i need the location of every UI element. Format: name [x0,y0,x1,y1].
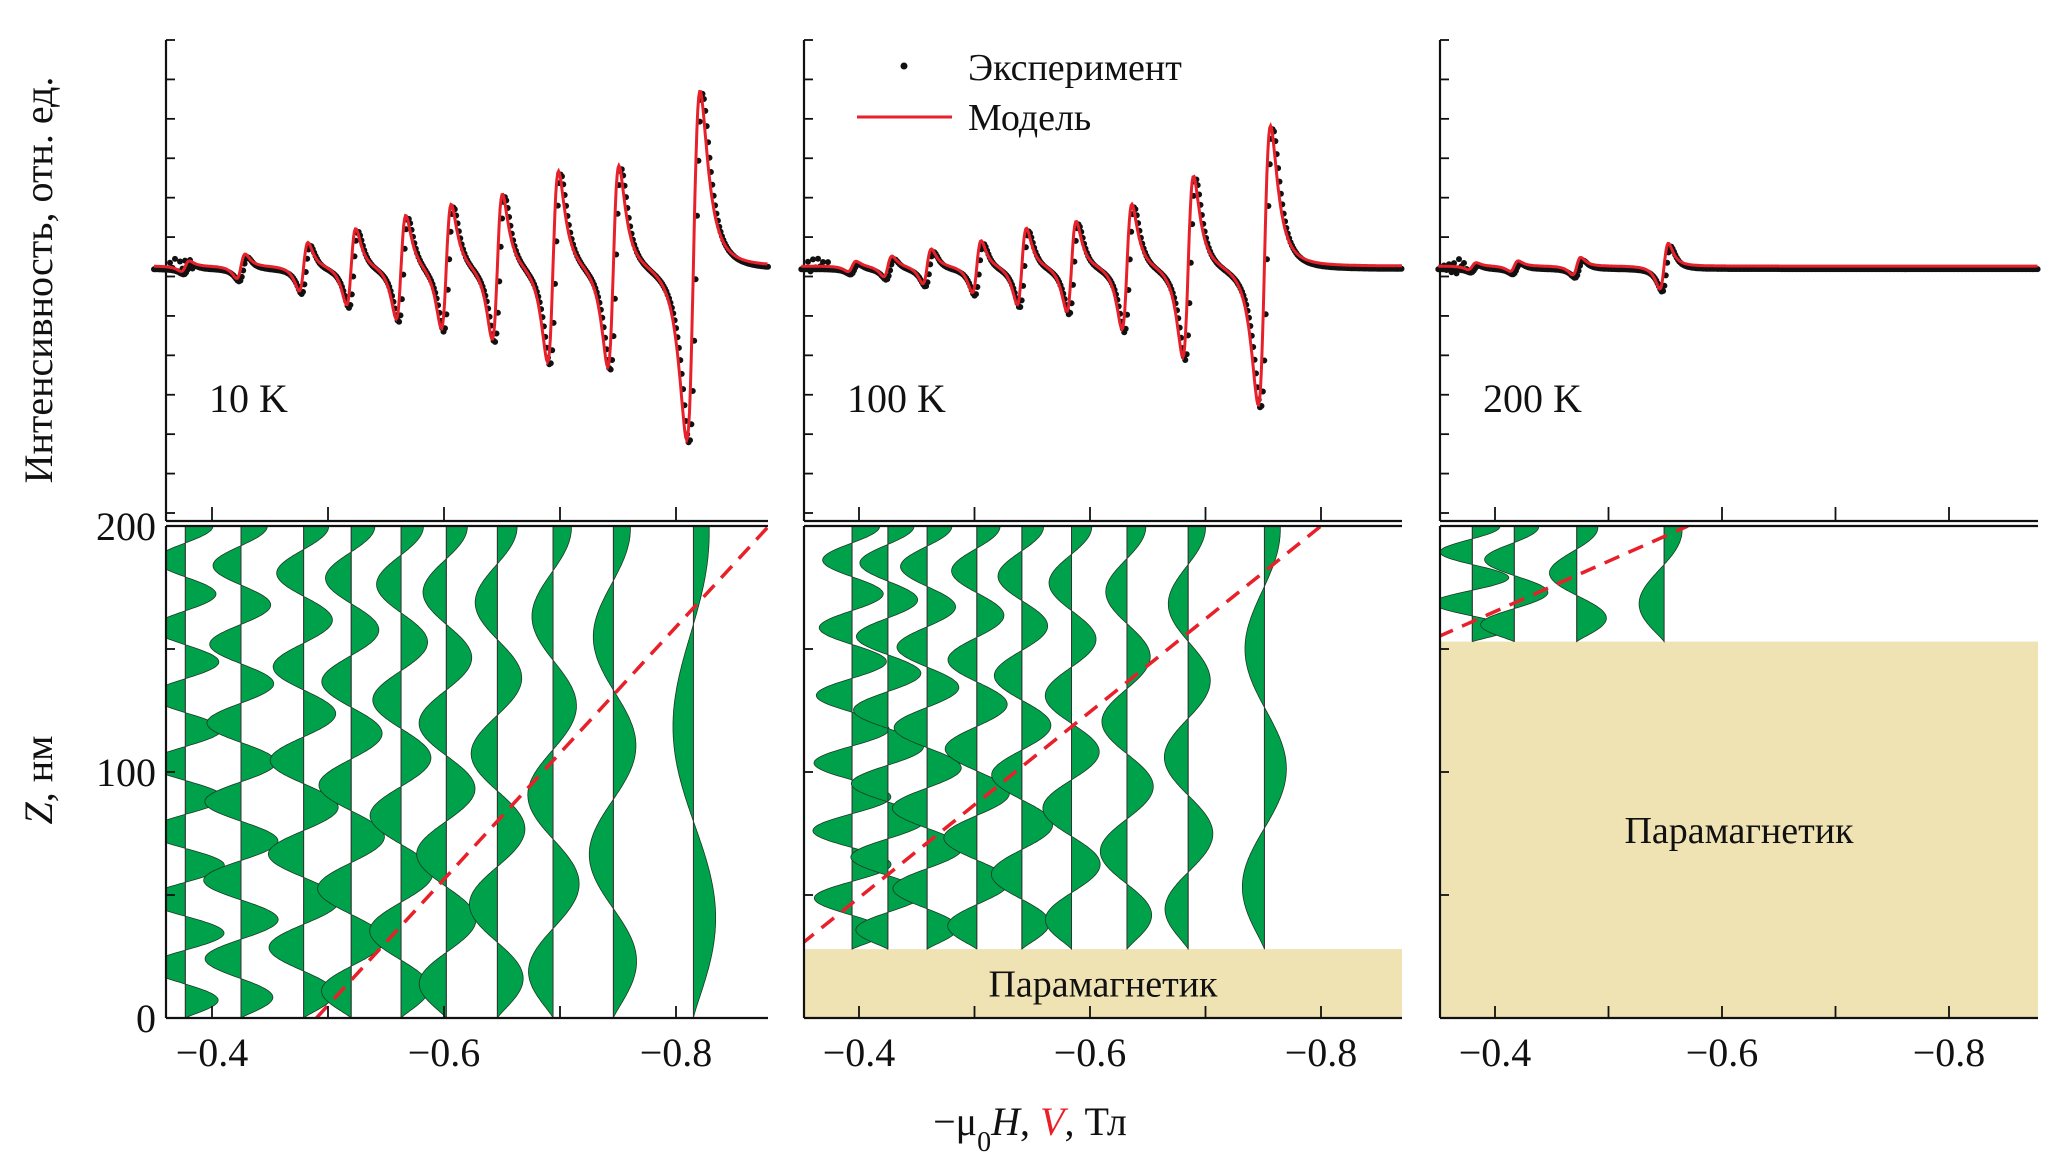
x-title-prefix: −μ [933,1099,977,1144]
experiment-point [808,268,814,274]
experiment-point [1456,256,1462,262]
x-tick-label: −0.4 [823,1030,896,1075]
mode-profile-plot: Парамагнетик −0.4 −0.6 −0.8 [1433,507,2038,1075]
experiment-point [190,266,196,272]
x-tick-label: −0.4 [176,1030,249,1075]
x-tick-label: −0.6 [1054,1030,1127,1075]
panel-3: 200 K Парамагнетик −0.4 −0.6 −0.8 [1433,40,2038,1075]
x-tick-label: −0.8 [640,1030,713,1075]
mode-profile [673,526,716,1018]
x-tick-label: −0.6 [408,1030,481,1075]
x-title-unit: , Тл [1064,1099,1126,1144]
y-axis-title-intensity: Интенсивность, отн. ед. [16,77,61,484]
modes [146,526,769,1018]
y-axis-title-depth: Z, нм [16,736,61,825]
legend-experiment-label: Эксперимент [968,47,1182,89]
panels: 10 K −0.4 −0.6 −0.8 0 100 200 100 K Парамагнетик… [96,40,2038,1075]
modes [801,526,1321,949]
temperature-label: 10 K [209,376,288,421]
y-tick-label: 100 [96,750,156,795]
experiment-point [825,259,831,265]
legend: Эксперимент Модель [857,47,1182,139]
x-title-sep: , [1020,1099,1040,1144]
experiment-point [167,260,173,266]
temperature-label: 200 K [1483,376,1582,421]
y-tick-label: 0 [136,996,156,1041]
experiment-point [177,259,183,265]
panel-1: 10 K −0.4 −0.6 −0.8 0 100 200 [96,40,769,1075]
legend-model-label: Модель [968,97,1091,139]
mode-profile-plot: −0.4 −0.6 −0.8 0 100 200 [96,504,769,1075]
x-tick-label: −0.6 [1686,1030,1759,1075]
paramagnet-label: Парамагнетик [988,964,1218,1006]
modes [1433,526,1688,642]
experiment-series [1438,247,2037,292]
model-series [1438,244,2037,289]
experiment-point [815,256,821,262]
x-axis-title: −μ0H, V, Тл [933,1099,1127,1158]
x-tick-label: −0.4 [1459,1030,1532,1075]
experiment-point [1449,269,1455,275]
spectrum-plot: 200 K [1438,40,2037,521]
mode-profile [1639,526,1682,642]
legend-experiment-marker [901,63,908,70]
y-axis-title-depth-var: Z [16,801,61,824]
x-tick-label: −0.8 [1913,1030,1986,1075]
x-title-H: H [990,1099,1022,1144]
experiment-point [1454,270,1460,276]
mode-profile-plot: Парамагнетик −0.4 −0.6 −0.8 [801,507,1402,1075]
y-tick-label: 200 [96,504,156,549]
x-tick-label: −0.8 [1285,1030,1358,1075]
spectrum-plot: 100 K [801,40,1402,521]
figure: Интенсивность, отн. ед. Z, нм −μ0H, V, Т… [0,0,2067,1160]
temperature-label: 100 K [847,376,946,421]
x-title-sub: 0 [977,1127,991,1158]
panel-2: 100 K Парамагнетик −0.4 −0.6 −0.8 [801,40,1402,1075]
spectrum-plot: 10 K [154,40,768,521]
experiment-point [1461,260,1467,266]
y-axis-title-depth-unit: , нм [16,736,61,803]
paramagnet-label: Парамагнетик [1624,810,1854,852]
